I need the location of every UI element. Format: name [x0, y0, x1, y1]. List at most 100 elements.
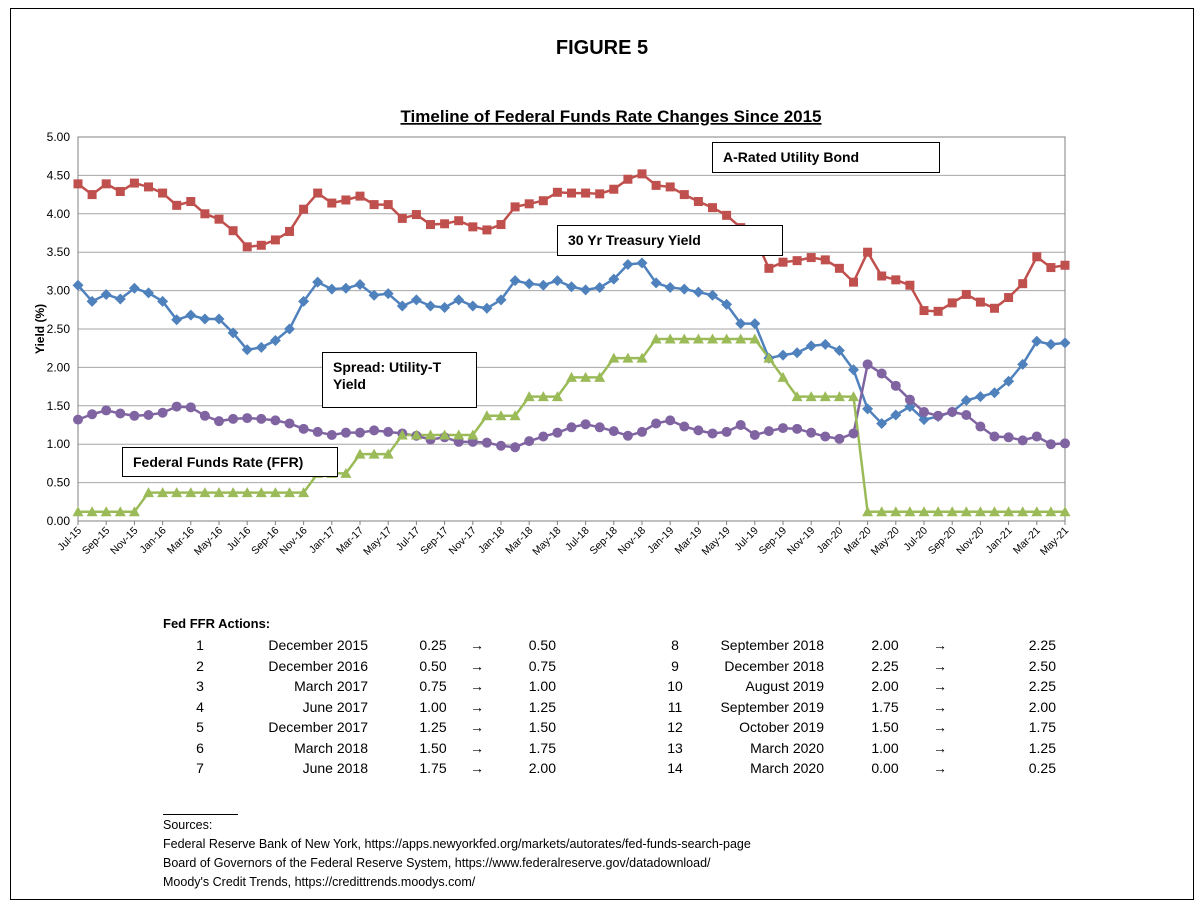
action-cell: 2.00: [871, 678, 899, 694]
data-point: [877, 271, 887, 281]
action-cell: →: [470, 657, 484, 674]
x-tick-label: Nov-16: [277, 525, 310, 558]
data-point: [608, 352, 620, 363]
data-point: [157, 295, 169, 307]
action-cell: 2.25: [1028, 678, 1056, 694]
data-point: [960, 394, 972, 406]
action-cell: 1.00: [419, 698, 447, 715]
chart-title: Timeline of Federal Funds Rate Changes S…: [400, 107, 821, 126]
action-cell: 2: [196, 657, 204, 674]
action-cell: June 2018: [302, 760, 368, 776]
data-point: [792, 423, 803, 434]
data-point: [1003, 375, 1015, 387]
action-cell: 2.00: [871, 637, 899, 653]
data-point: [269, 487, 281, 498]
action-cell: →: [933, 719, 947, 735]
data-point: [960, 506, 972, 517]
data-point: [213, 313, 225, 325]
series-label: Federal Funds Rate (FFR): [122, 447, 338, 477]
data-point: [368, 448, 380, 459]
action-cell: June 2017: [302, 698, 368, 715]
action-cell: September 2019: [720, 698, 824, 715]
data-point: [411, 210, 421, 220]
action-cell: March 2017: [294, 678, 368, 694]
data-point: [848, 428, 859, 439]
actions-title: Fed FFR Actions:: [163, 616, 271, 631]
data-point: [369, 425, 380, 436]
data-point: [496, 440, 506, 451]
data-point: [383, 426, 394, 437]
data-point: [397, 213, 407, 223]
action-cell: 2.00: [528, 760, 556, 776]
data-point: [749, 333, 761, 344]
data-point: [185, 309, 197, 321]
data-point: [185, 402, 196, 413]
data-point: [622, 258, 634, 270]
data-point: [1017, 506, 1029, 517]
x-tick-label: May-16: [192, 525, 225, 558]
data-point: [312, 276, 324, 288]
source-line: Board of Governors of the Federal Reserv…: [163, 856, 711, 870]
sources-title: Sources:: [163, 818, 213, 832]
data-point: [1031, 335, 1043, 347]
action-cell: December 2017: [268, 719, 368, 735]
x-tick-label: May-19: [699, 525, 732, 558]
data-point: [496, 220, 506, 230]
data-point: [623, 174, 633, 184]
data-point: [213, 487, 225, 498]
x-tick-label: Mar-19: [673, 525, 705, 557]
data-point: [664, 282, 676, 294]
data-point: [679, 190, 689, 200]
data-point: [806, 253, 816, 263]
data-point: [961, 410, 972, 421]
data-point: [242, 242, 252, 252]
x-tick-label: Jan-19: [645, 525, 676, 556]
action-cell: 1.00: [871, 739, 899, 756]
data-point: [609, 184, 619, 194]
sources-rule: [163, 814, 238, 815]
data-point: [355, 191, 365, 201]
data-point: [904, 506, 916, 517]
data-point: [552, 427, 563, 438]
data-point: [186, 197, 196, 207]
data-point: [255, 487, 267, 498]
data-point: [86, 295, 98, 307]
data-point: [862, 506, 874, 517]
action-cell: 10: [667, 678, 683, 694]
data-point: [537, 279, 549, 291]
action-cell: →: [470, 698, 484, 715]
data-point: [396, 300, 408, 312]
data-point: [919, 406, 929, 417]
data-point: [651, 180, 661, 190]
data-point: [608, 273, 620, 285]
action-cell: 0.75: [419, 678, 447, 694]
data-point: [820, 431, 831, 442]
data-point: [890, 506, 902, 517]
action-cell: 2.50: [1028, 657, 1056, 674]
data-point: [933, 410, 944, 421]
data-point: [721, 333, 733, 344]
data-point: [989, 387, 1000, 399]
data-point: [707, 428, 718, 439]
action-cell: 0.00: [871, 760, 899, 776]
action-cell: →: [470, 739, 484, 756]
data-point: [227, 487, 239, 498]
data-point: [651, 418, 662, 429]
data-point: [622, 430, 633, 441]
data-point: [73, 179, 83, 189]
source-line: Moody's Credit Trends, https://credittre…: [163, 875, 476, 889]
data-point: [340, 282, 352, 294]
x-tick-label: Nov-19: [785, 525, 818, 558]
data-point: [368, 289, 380, 301]
data-point: [890, 409, 902, 421]
data-point: [974, 506, 986, 517]
data-point: [538, 431, 549, 442]
data-point: [86, 506, 98, 517]
data-point: [200, 209, 210, 219]
data-point: [693, 197, 703, 207]
data-point: [128, 282, 140, 294]
data-point: [665, 415, 676, 426]
data-point: [1031, 431, 1042, 442]
data-point: [270, 415, 281, 426]
x-tick-label: Nov-20: [954, 525, 987, 558]
